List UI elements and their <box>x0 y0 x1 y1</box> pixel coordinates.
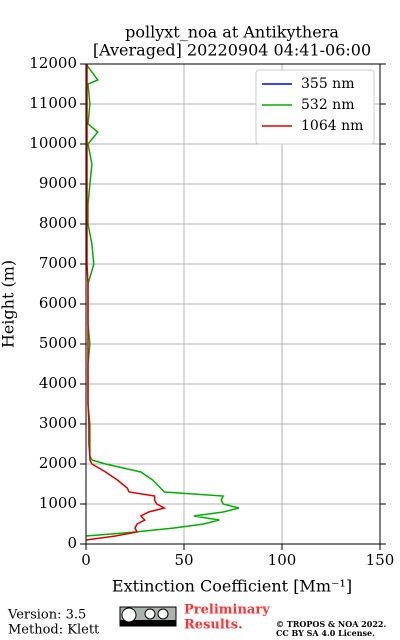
profile-line <box>85 64 167 541</box>
method: Method: Klett <box>8 623 100 638</box>
profile-line <box>85 63 240 537</box>
results: Results. <box>184 618 243 633</box>
preliminary: Preliminary <box>184 603 270 618</box>
plot-frame <box>85 63 381 545</box>
cc-logo <box>119 606 177 627</box>
y-tick-label: 3000 <box>39 414 77 432</box>
x-tick-label: 150 <box>366 551 395 569</box>
x-tick-label: 50 <box>174 551 193 569</box>
y-tick-label: 4000 <box>39 374 77 392</box>
copyright: © TROPOS & NOA 2022. <box>276 619 386 629</box>
y-tick-label: 1000 <box>39 494 77 512</box>
y-tick-label: 5000 <box>39 334 77 352</box>
chart-title: pollyxt_noa at Antikythera <box>125 23 339 42</box>
version: Version: 3.5 <box>7 608 86 623</box>
y-tick-label: 10000 <box>29 134 77 152</box>
y-tick-label: 6000 <box>39 294 77 312</box>
chart-subtitle: [Averaged] 20220904 04:41-06:00 <box>93 41 371 60</box>
x-axis-label: Extinction Coefficient [Mm⁻¹] <box>112 577 352 596</box>
y-tick-label: 0 <box>67 534 77 552</box>
legend-label: 532 nm <box>301 97 354 113</box>
license: CC BY SA 4.0 License. <box>276 628 375 638</box>
y-tick-label: 12000 <box>29 54 77 72</box>
y-tick-label: 9000 <box>39 174 77 192</box>
y-tick-label: 8000 <box>39 214 77 232</box>
y-axis-label: Height (m) <box>0 260 18 348</box>
x-tick-label: 0 <box>81 551 91 569</box>
x-tick-label: 100 <box>268 551 297 569</box>
y-tick-label: 11000 <box>29 94 77 112</box>
legend-label: 355 nm <box>301 76 354 92</box>
y-tick-label: 2000 <box>39 454 77 472</box>
y-tick-label: 7000 <box>39 254 77 272</box>
legend-label: 1064 nm <box>301 118 363 134</box>
